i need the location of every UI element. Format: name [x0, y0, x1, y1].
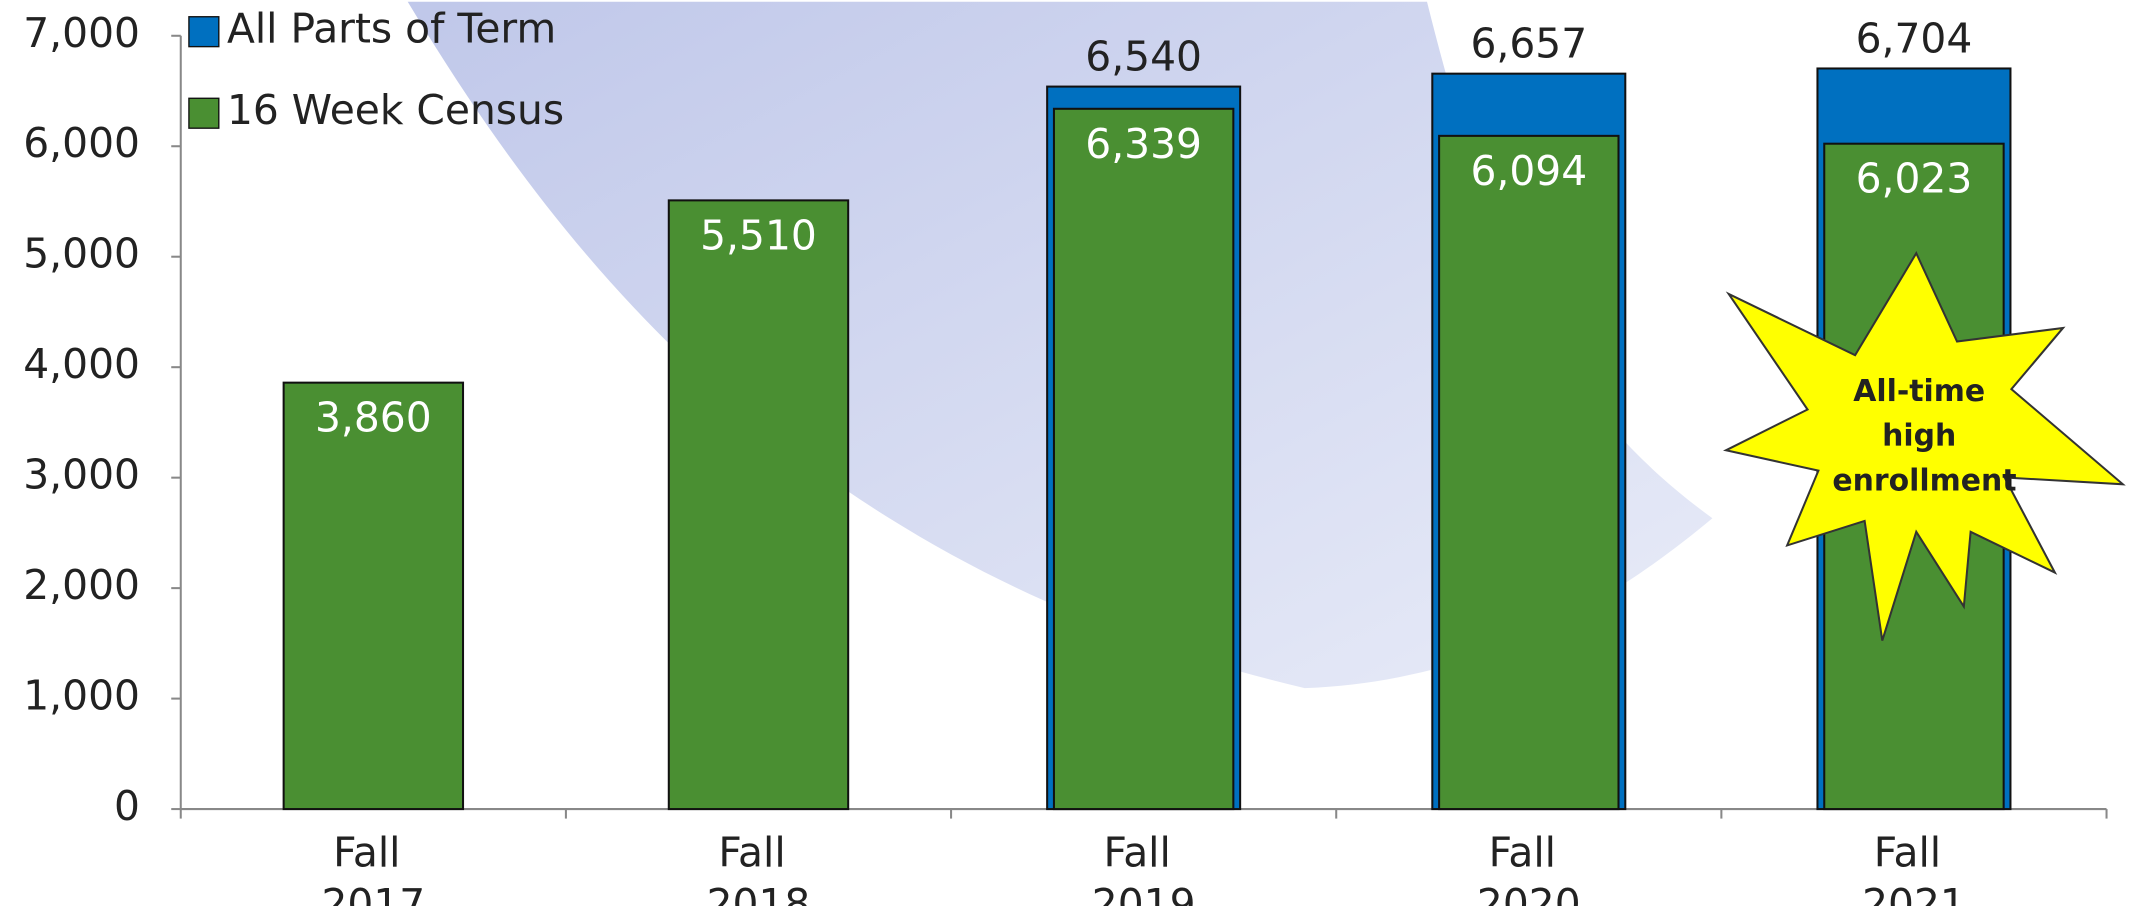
legend-label: 16 Week Census — [227, 86, 564, 134]
y-tick-label: 7,000 — [23, 9, 140, 57]
legend-swatch — [189, 98, 219, 128]
bar — [1439, 136, 1618, 809]
value-label: 6,339 — [1085, 120, 1202, 168]
value-label: 6,704 — [1856, 14, 1973, 62]
page: {"chart_data": {"type": "bar", "categori… — [0, 0, 2131, 910]
x-tick-label: Fall 2021 — [1862, 828, 1966, 906]
legend-label: All Parts of Term — [227, 5, 556, 53]
value-label: 5,510 — [700, 211, 817, 259]
x-tick-label: Fall 2018 — [707, 828, 811, 906]
value-label: 3,860 — [315, 394, 432, 442]
legend-swatch — [189, 17, 219, 47]
bar — [1054, 109, 1233, 809]
y-tick-label: 2,000 — [23, 561, 140, 609]
x-tick-label: Fall 2019 — [1092, 828, 1196, 906]
value-label: 6,657 — [1470, 19, 1587, 67]
x-tick-label: Fall 2017 — [321, 828, 425, 906]
value-label: 6,023 — [1856, 155, 1973, 203]
value-label: 6,094 — [1470, 147, 1587, 195]
y-tick-label: 6,000 — [23, 119, 140, 167]
y-tick-label: 0 — [114, 782, 140, 830]
y-tick-label: 4,000 — [23, 340, 140, 388]
value-label: 6,540 — [1085, 32, 1202, 80]
bar — [669, 200, 848, 809]
y-tick-label: 5,000 — [23, 230, 140, 278]
y-tick-label: 1,000 — [23, 672, 140, 720]
chart: 0 1,000 2,000 3,000 4,000 5,000 6,000 7,000 Fall… — [0, 0, 2131, 906]
bar — [284, 383, 463, 809]
x-tick-label: Fall 2020 — [1477, 828, 1581, 906]
y-tick-label: 3,000 — [23, 451, 140, 499]
